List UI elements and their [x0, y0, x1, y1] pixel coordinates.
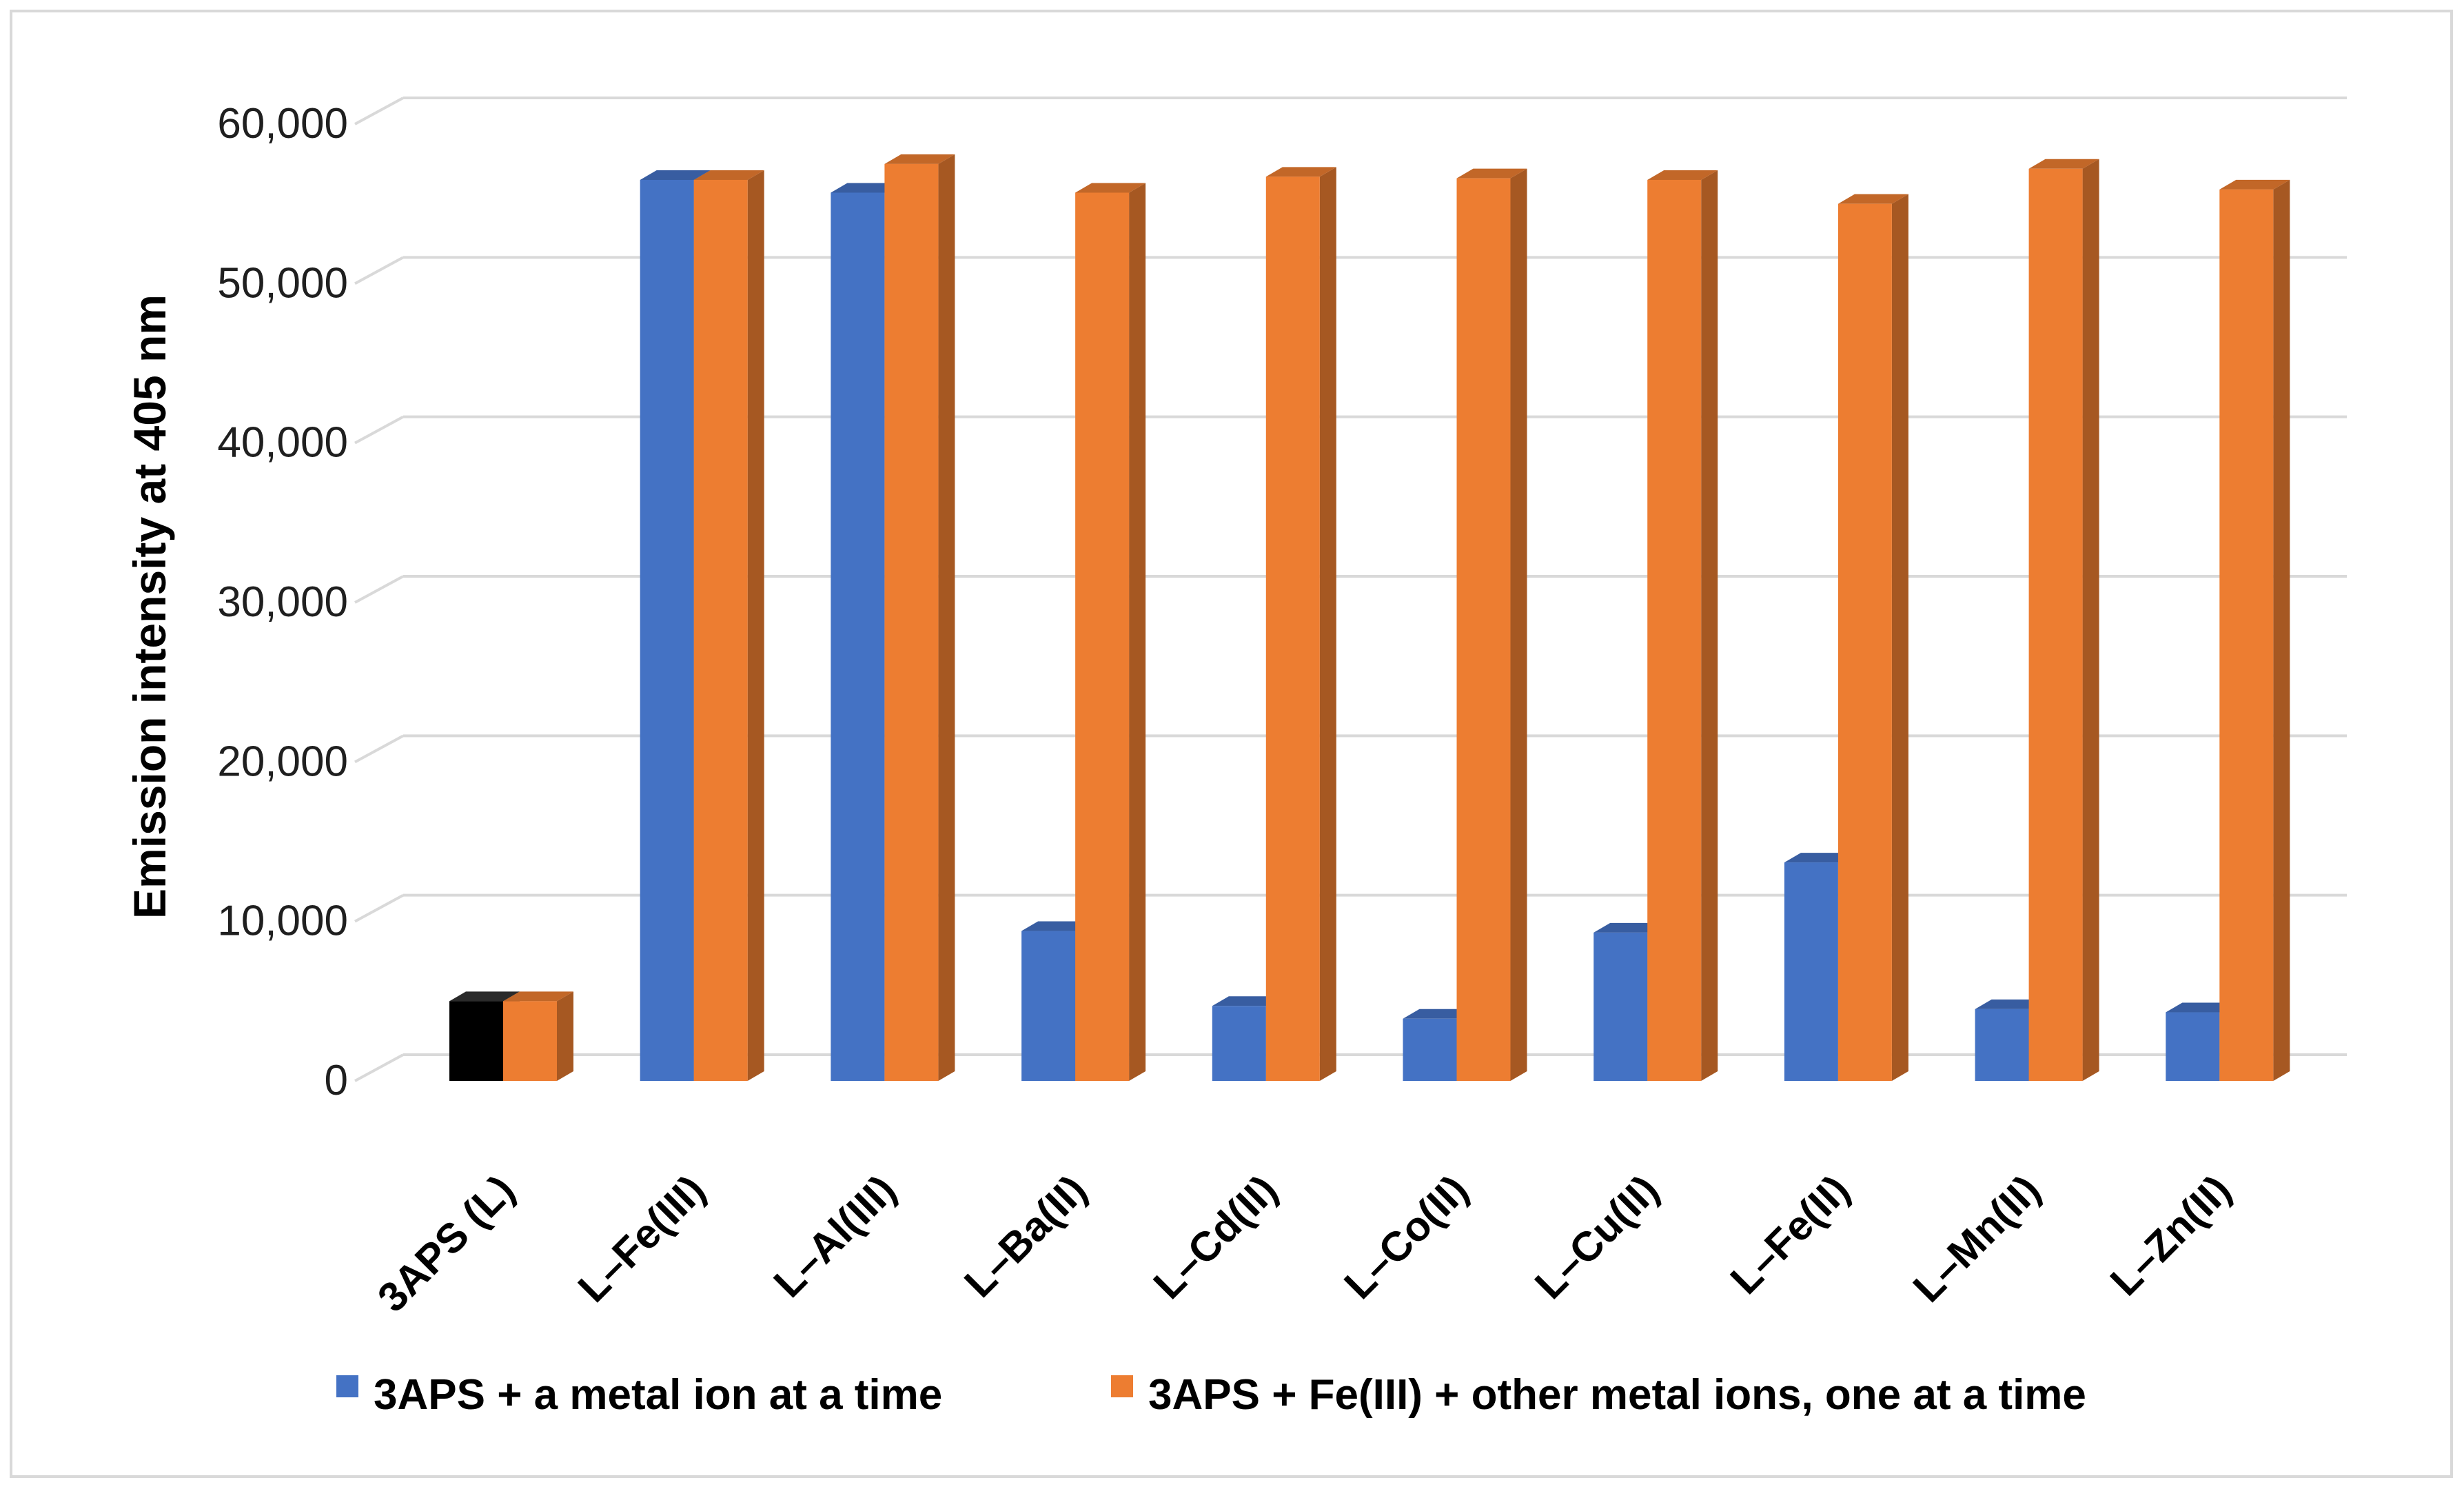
gridline-diag [354, 415, 404, 445]
bar-2-6 [1456, 168, 1527, 1082]
y-axis-label: Emission intensity at 405 nm [124, 294, 175, 919]
y-tick-label: 30,000 [217, 578, 348, 626]
legend-label-series-1: 3APS + a metal ion at a time [374, 1371, 942, 1419]
gridline-diag [354, 734, 404, 764]
x-category-label: L–Zn(II) [2101, 1166, 2240, 1305]
gridline-diag [354, 575, 404, 604]
bar-2-2 [693, 170, 764, 1081]
bar-1-1 [449, 991, 520, 1081]
gridline-diag [354, 256, 404, 285]
x-category-label: L–Fe(III) [569, 1166, 714, 1311]
bar-2-8 [1837, 194, 1908, 1082]
y-tick-label: 50,000 [217, 259, 348, 307]
x-category-label: 3APS (L) [369, 1166, 523, 1321]
bar-2-10 [2219, 179, 2290, 1081]
legend-swatch-series-2 [1111, 1375, 1133, 1397]
gridline-diag [354, 97, 404, 125]
bar-2-7 [1647, 170, 1718, 1081]
x-category-label: L–Ba(II) [955, 1166, 1095, 1306]
y-tick-label: 60,000 [217, 100, 348, 148]
legend: 3APS + a metal ion at a time 3APS + Fe(I… [336, 1371, 2086, 1419]
bars [449, 154, 2290, 1082]
x-category-label: L–Fe(II) [1722, 1166, 1858, 1303]
legend-label-series-2: 3APS + Fe(III) + other metal ions, one a… [1148, 1371, 2086, 1419]
legend-swatch-series-1 [336, 1375, 358, 1397]
x-category-label: L–Co(II) [1335, 1166, 1476, 1308]
gridline-diag [354, 1053, 404, 1082]
gridline-diag [354, 893, 404, 923]
y-tick-label: 10,000 [217, 898, 348, 945]
x-axis-categories: 3APS (L) L–Fe(III) L–Al(III) L–Ba(II) L–Cd(I… [369, 1166, 2239, 1321]
bar-2-9 [2028, 159, 2099, 1082]
y-axis-ticks: 0 10,000 20,000 30,000 40,000 50,000 60,000 [217, 100, 348, 1104]
y-tick-label: 40,000 [217, 419, 348, 467]
x-category-label: L–Cu(II) [1526, 1166, 1667, 1308]
bar-2-1 [503, 991, 573, 1081]
bar-2-5 [1265, 167, 1336, 1082]
y-tick-label: 0 [325, 1057, 348, 1104]
x-category-label: L–Al(III) [765, 1166, 905, 1306]
bar-2-3 [884, 154, 955, 1081]
x-category-label: L–Cd(II) [1145, 1166, 1286, 1308]
bar-2-4 [1075, 183, 1146, 1081]
y-tick-label: 20,000 [217, 738, 348, 785]
x-category-label: L–Mn(II) [1904, 1166, 2049, 1311]
